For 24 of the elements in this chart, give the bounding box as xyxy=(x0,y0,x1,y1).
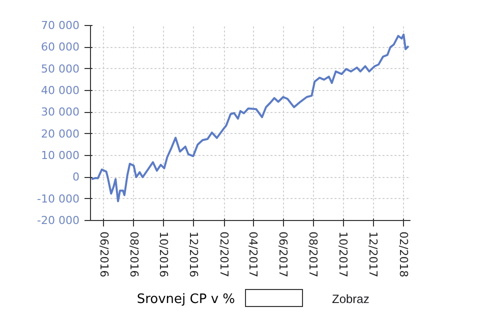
y-tick-label: 70 000 xyxy=(41,19,80,32)
y-tick-label: 20 000 xyxy=(41,127,80,140)
y-tick-label: -10 000 xyxy=(37,192,80,206)
y-tick-label: 60 000 xyxy=(41,40,80,54)
y-tick-label: 0 xyxy=(72,170,80,184)
x-tick-label: 04/2017 xyxy=(246,232,260,278)
text: Srovnej CP v % xyxy=(136,291,235,309)
x-tick-label: 02/2018 xyxy=(397,232,410,278)
x-tick-label: 12/2017 xyxy=(366,232,380,278)
y-tick-label: -20 000 xyxy=(37,214,80,227)
line-series xyxy=(90,34,410,202)
y-tick-label: 50 000 xyxy=(41,62,80,76)
x-tick-label: 10/2017 xyxy=(336,232,350,278)
x-tick-label: 10/2016 xyxy=(157,232,170,278)
x-tick-label: 02/2017 xyxy=(218,232,231,278)
y-tick-label: 40 000 xyxy=(41,84,80,97)
text: Zobraz xyxy=(319,285,382,313)
x-tick-label: 08/2016 xyxy=(127,232,140,278)
x-tick-label: 06/2017 xyxy=(276,232,290,278)
y-tick-label: 30 000 xyxy=(41,106,80,119)
x-tick-label: 06/2016 xyxy=(97,232,110,278)
x-tick-label: 12/2016 xyxy=(187,232,200,278)
y-tick-label: 10 000 xyxy=(41,149,80,162)
x-tick-label: 08/2017 xyxy=(306,232,320,278)
